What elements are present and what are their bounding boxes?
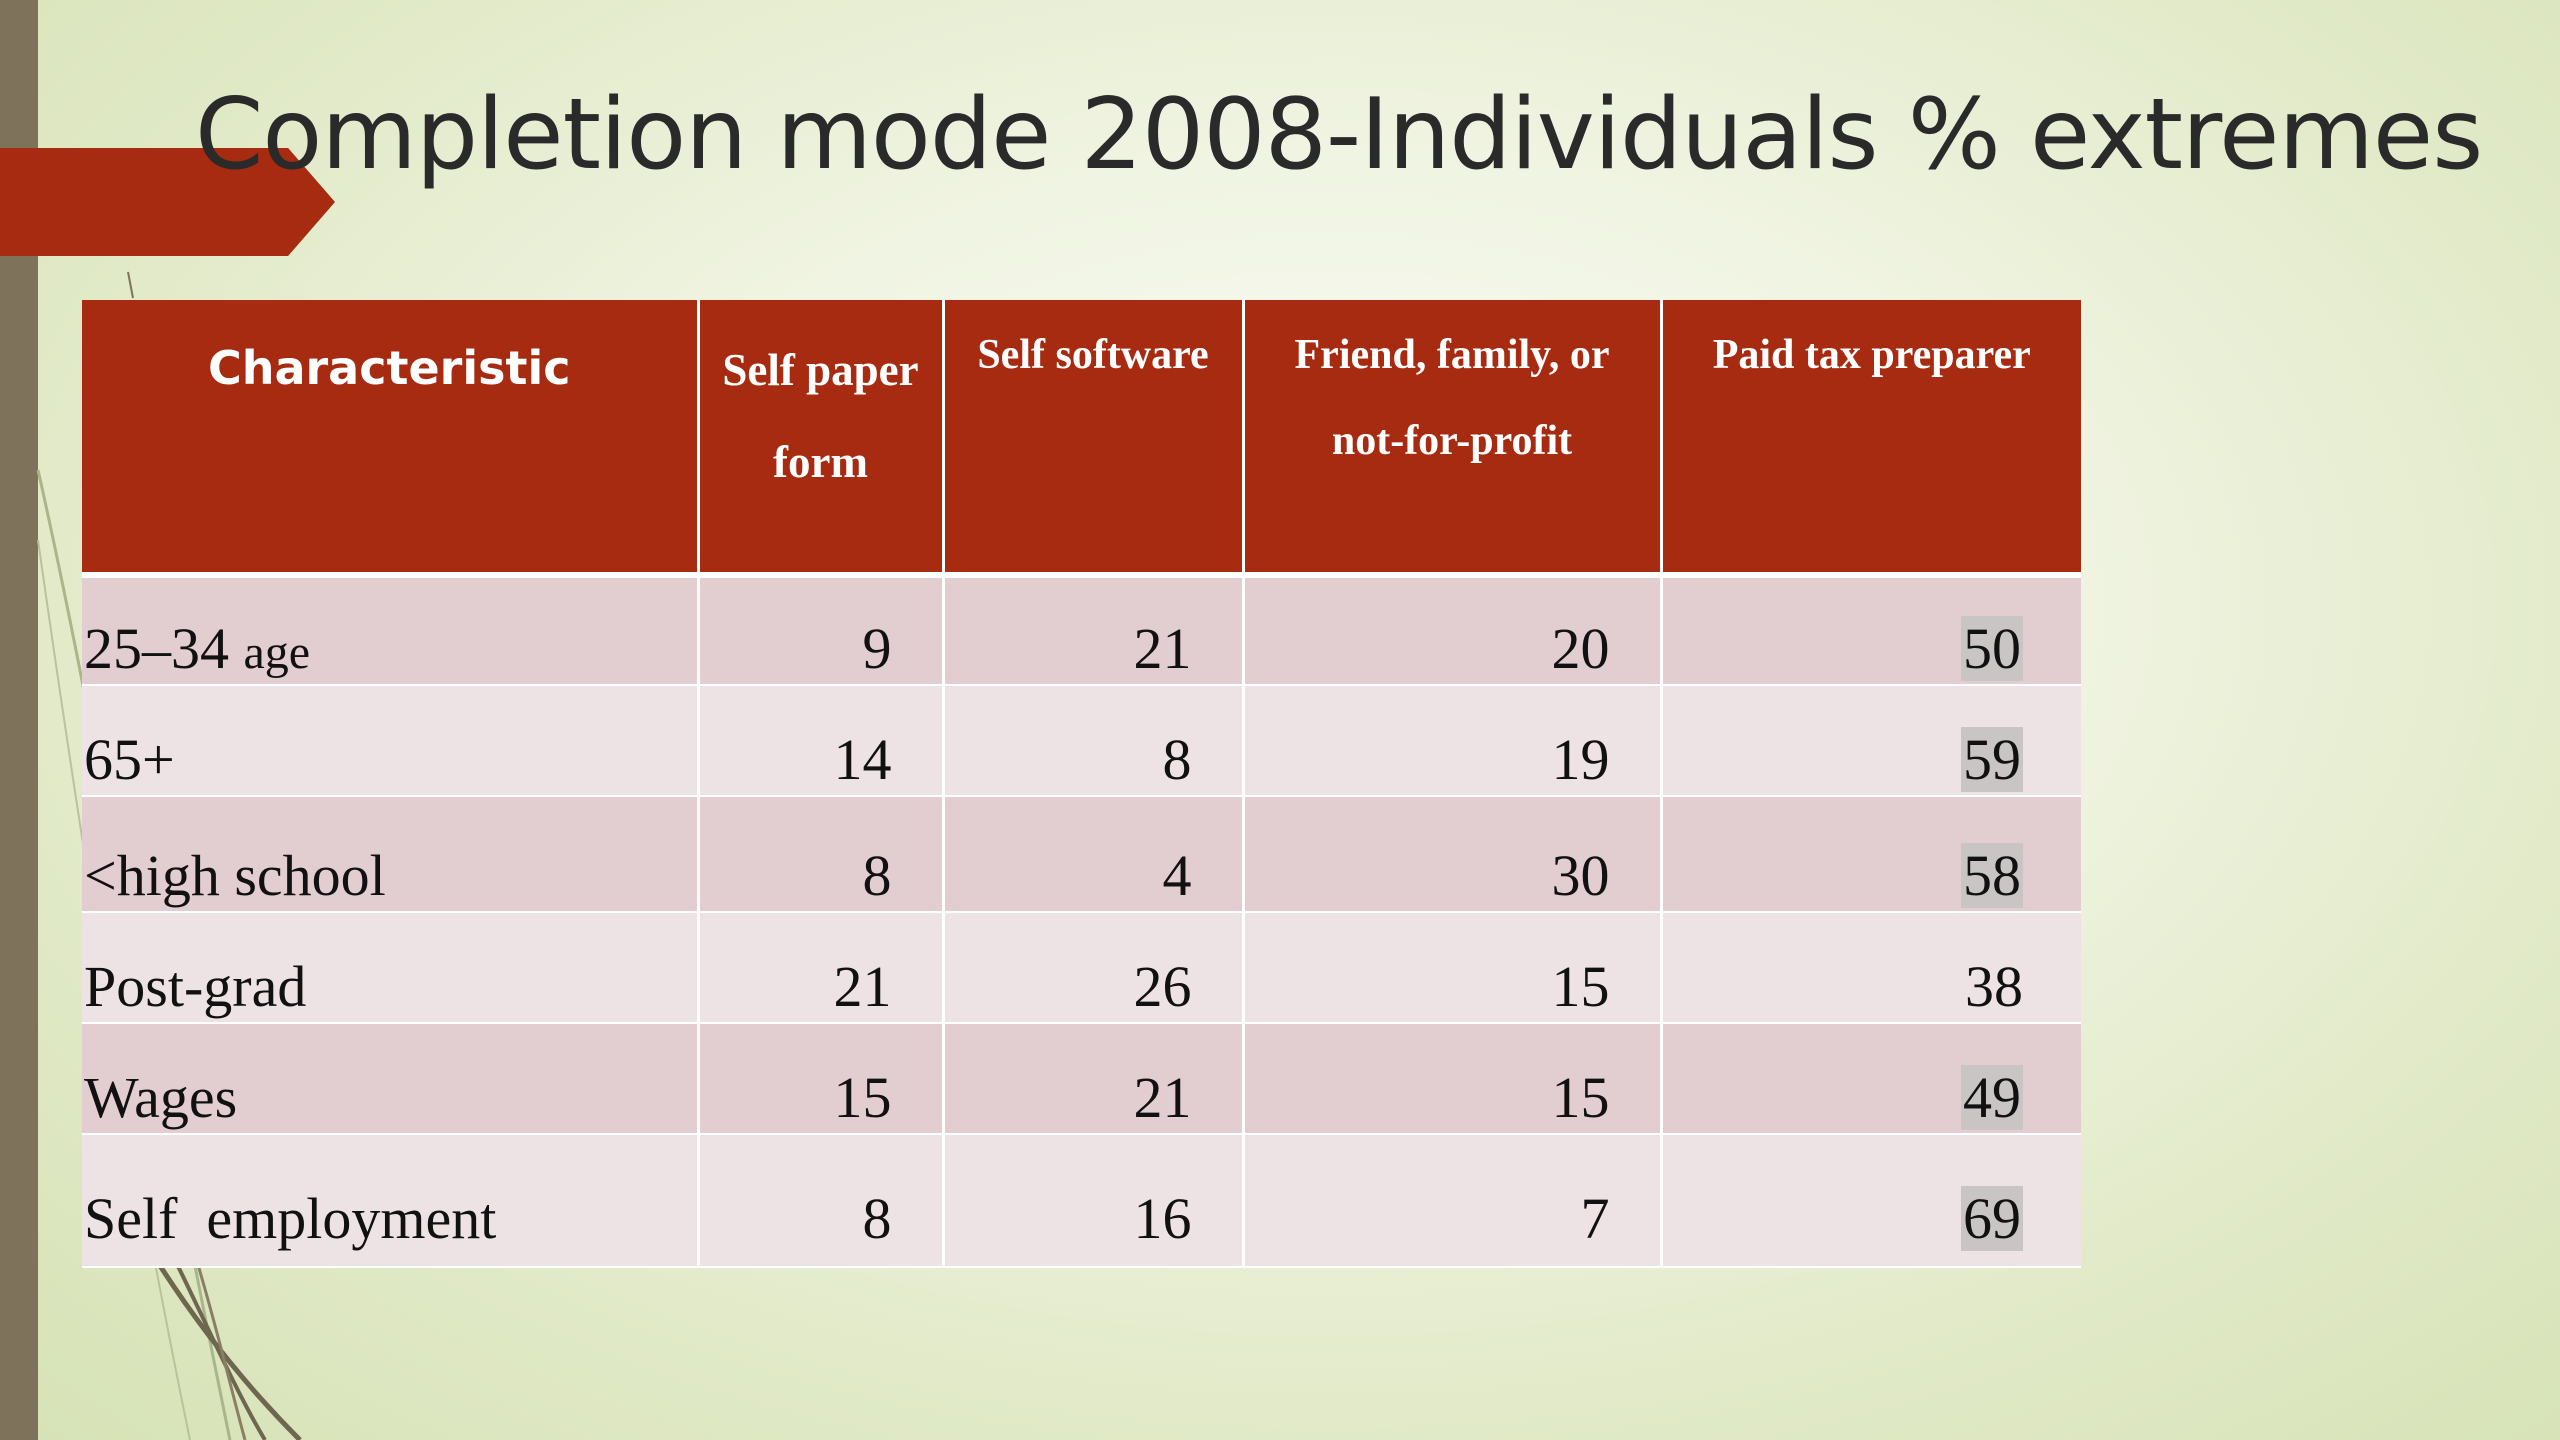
header-paid-tax-preparer: Paid tax preparer bbox=[1661, 300, 2081, 578]
cell-self-paper: 14 bbox=[698, 685, 945, 797]
table-row: <high school 8 4 30 58 bbox=[82, 796, 2081, 913]
cell-self-paper: 15 bbox=[698, 1023, 945, 1135]
table-row: 65+ 14 8 19 59 bbox=[82, 685, 2081, 797]
cell-self-software: 26 bbox=[943, 912, 1245, 1024]
cell-friend-family: 15 bbox=[1243, 1023, 1663, 1135]
table-row: Wages 15 21 15 49 bbox=[82, 1023, 2081, 1135]
completion-mode-table: Characteristic Self paper form Self softw… bbox=[82, 300, 2081, 1268]
highlighted-value: 49 bbox=[1961, 1065, 2023, 1130]
cell-self-software: 16 bbox=[943, 1134, 1245, 1268]
cell-paid-preparer: 69 bbox=[1661, 1134, 2081, 1268]
header-friend-family: Friend, family, or not-for-profit bbox=[1243, 300, 1663, 578]
cell-self-software: 21 bbox=[943, 575, 1245, 686]
cell-self-paper: 21 bbox=[698, 912, 945, 1024]
cell-friend-family: 15 bbox=[1243, 912, 1663, 1024]
cell-paid-preparer: 38 bbox=[1661, 912, 2081, 1024]
row-label: Self employment bbox=[82, 1134, 700, 1268]
header-self-software: Self software bbox=[943, 300, 1245, 578]
row-label: 65+ bbox=[82, 685, 700, 797]
cell-paid-preparer: 50 bbox=[1661, 575, 2081, 686]
cell-self-software: 8 bbox=[943, 685, 1245, 797]
table-row: 25–34 age 9 21 20 50 bbox=[82, 575, 2081, 686]
row-label: <high school bbox=[82, 796, 700, 913]
cell-self-software: 4 bbox=[943, 796, 1245, 913]
cell-friend-family: 20 bbox=[1243, 575, 1663, 686]
table-row: Self employment 8 16 7 69 bbox=[82, 1134, 2081, 1268]
cell-paid-preparer: 49 bbox=[1661, 1023, 2081, 1135]
row-label: Post-grad bbox=[82, 912, 700, 1024]
cell-paid-preparer: 59 bbox=[1661, 685, 2081, 797]
row-label: Wages bbox=[82, 1023, 700, 1135]
cell-paid-preparer: 58 bbox=[1661, 796, 2081, 913]
cell-self-paper: 8 bbox=[698, 796, 945, 913]
cell-self-paper: 9 bbox=[698, 575, 945, 686]
table-row: Post-grad 21 26 15 38 bbox=[82, 912, 2081, 1024]
cell-self-software: 21 bbox=[943, 1023, 1245, 1135]
header-self-paper-form: Self paper form bbox=[698, 300, 945, 578]
highlighted-value: 69 bbox=[1961, 1186, 2023, 1251]
plain-value: 38 bbox=[1965, 954, 2023, 1019]
header-characteristic: Characteristic bbox=[82, 300, 700, 578]
table-header-row: Characteristic Self paper form Self softw… bbox=[82, 300, 2081, 578]
cell-friend-family: 7 bbox=[1243, 1134, 1663, 1268]
row-label: 25–34 age bbox=[82, 575, 700, 686]
highlighted-value: 59 bbox=[1961, 727, 2023, 792]
cell-friend-family: 30 bbox=[1243, 796, 1663, 913]
highlighted-value: 50 bbox=[1961, 616, 2023, 681]
slide-title: Completion mode 2008-Individuals % extre… bbox=[195, 78, 2483, 192]
title-arrow-banner bbox=[0, 148, 335, 256]
cell-self-paper: 8 bbox=[698, 1134, 945, 1268]
highlighted-value: 58 bbox=[1961, 843, 2023, 908]
cell-friend-family: 19 bbox=[1243, 685, 1663, 797]
